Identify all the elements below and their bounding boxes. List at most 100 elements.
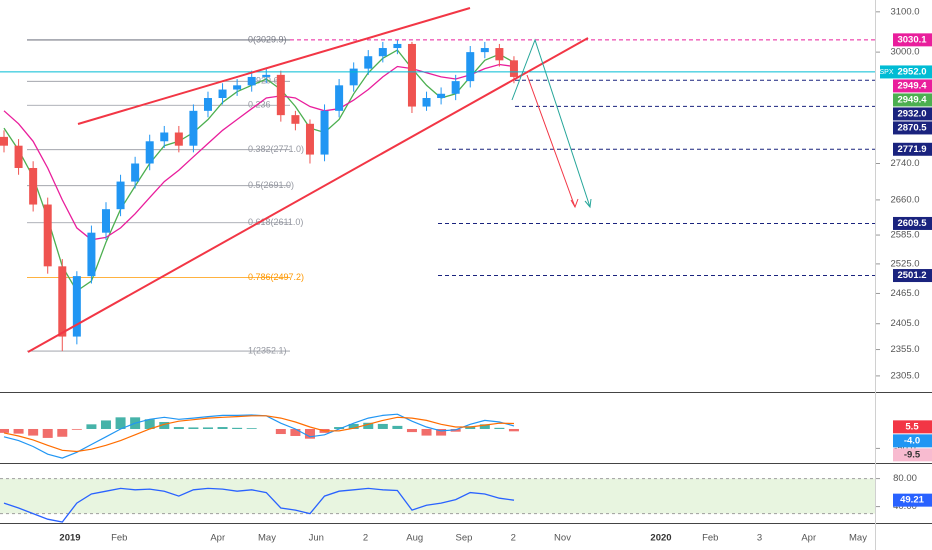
- candle-body: [247, 76, 256, 86]
- candle-body: [437, 93, 446, 99]
- histogram-bar: [363, 422, 374, 429]
- candle-body: [0, 136, 8, 146]
- price-label-box: [893, 33, 932, 47]
- fib-label: (2929.6): [248, 76, 282, 86]
- histogram-bar: [246, 428, 257, 429]
- histogram-bar: [71, 428, 82, 430]
- histogram-bar: [465, 426, 476, 429]
- histogram-bar: [290, 428, 301, 436]
- candle-body: [87, 232, 96, 277]
- y-tick-label: 2525.0: [890, 258, 919, 269]
- symbol-tag: SPX: [879, 69, 893, 76]
- symbol-tag-box: [880, 65, 893, 79]
- histogram-bar: [173, 427, 184, 429]
- x-tick-label: 2019: [59, 533, 80, 544]
- price-label: 2949.4: [897, 80, 927, 91]
- histogram-bar: [334, 427, 345, 429]
- price-label-box: [893, 65, 932, 79]
- histogram-bar: [86, 424, 97, 429]
- price-label-box: [893, 448, 932, 462]
- arrow-head: [584, 198, 592, 209]
- histogram-bar: [348, 423, 359, 429]
- candle-body: [276, 74, 285, 116]
- histogram-bar: [42, 428, 53, 438]
- price-label-box: [893, 107, 932, 121]
- price-label: 2952.0: [897, 66, 926, 77]
- candle-body: [422, 98, 431, 107]
- candle-body: [58, 266, 67, 337]
- y-tick-label: 2585.0: [890, 230, 919, 241]
- histogram-bar: [100, 420, 111, 429]
- price-label-box: [893, 93, 932, 107]
- x-tick-label: May: [849, 533, 867, 544]
- x-tick-label: Apr: [210, 533, 225, 544]
- fib-label: 0.5(2691.0): [248, 180, 294, 190]
- price-label: -9.5: [904, 449, 921, 460]
- histogram-bar: [159, 421, 170, 429]
- wedge-lower: [27, 37, 589, 353]
- rsi-band: [0, 478, 875, 514]
- x-tick-label: Feb: [111, 533, 127, 544]
- plot: 3100.0 3000.0 2740.0 2660.0 2585.0 2525.0 2465…: [0, 6, 932, 544]
- price-label: 2932.0: [897, 108, 926, 119]
- candle-body: [145, 141, 154, 164]
- x-tick-label: 3: [757, 533, 762, 544]
- y-tick-label: 3100.0: [890, 6, 919, 17]
- histogram-bar: [494, 427, 505, 429]
- x-tick-label: Feb: [702, 533, 718, 544]
- histogram-bar: [144, 419, 155, 429]
- histogram-bar: [188, 427, 199, 429]
- y-tick-label: 2660.0: [890, 194, 919, 205]
- candle-body: [72, 276, 81, 337]
- price-label: 2771.9: [897, 144, 926, 155]
- candle-body: [14, 145, 23, 168]
- price-label-box: [893, 142, 932, 156]
- histogram-bar: [217, 427, 228, 429]
- candle-body: [349, 68, 358, 86]
- x-tick-label: Nov: [554, 533, 571, 544]
- candle-body: [466, 52, 475, 82]
- price-label: 2870.5: [897, 122, 927, 133]
- candle-body: [43, 204, 52, 267]
- candle-body: [364, 56, 373, 69]
- moving-average: [3, 49, 515, 292]
- arrow-head: [570, 198, 579, 209]
- candle-body: [291, 115, 300, 124]
- price-label-box: [893, 216, 932, 230]
- candle-body: [305, 123, 314, 155]
- histogram-bar: [115, 417, 126, 429]
- candle-body: [407, 43, 416, 107]
- x-tick-label: 2020: [650, 533, 671, 544]
- fib-label: 1(2352.1): [248, 345, 287, 355]
- wedge-upper: [77, 7, 471, 125]
- histogram-bar: [508, 428, 519, 432]
- candle-body: [335, 85, 344, 111]
- histogram-bar: [436, 428, 447, 436]
- candle-body: [29, 167, 38, 205]
- candle-body: [393, 43, 402, 49]
- signal-line: [3, 415, 515, 453]
- price-label: 2501.2: [897, 270, 926, 281]
- price-label: 5.5: [905, 421, 919, 432]
- histogram-bar: [0, 428, 9, 433]
- projection-arrow: [526, 74, 576, 208]
- histogram-bar: [406, 428, 417, 433]
- fib-label: 0.382(2771.0): [248, 144, 304, 154]
- candle-body: [262, 74, 271, 77]
- y-tick-label: 2305.0: [890, 370, 919, 381]
- price-label: 2609.5: [897, 218, 927, 229]
- candle-body: [451, 81, 460, 94]
- fib-label: 0.786(2497.2): [248, 272, 304, 282]
- y-tick-label: 2355.0: [890, 344, 919, 355]
- histogram-bar: [57, 428, 68, 437]
- histogram-bar: [421, 428, 432, 436]
- candle-body: [509, 60, 518, 77]
- candle-body: [174, 132, 183, 146]
- x-tick-label: Sep: [456, 533, 473, 544]
- price-label: 3030.1: [897, 34, 927, 45]
- candle-body: [378, 48, 387, 57]
- price-label-box: [893, 79, 932, 93]
- histogram-bar: [377, 423, 388, 429]
- x-tick-label: Jun: [309, 533, 324, 544]
- histogram-bar: [275, 428, 286, 435]
